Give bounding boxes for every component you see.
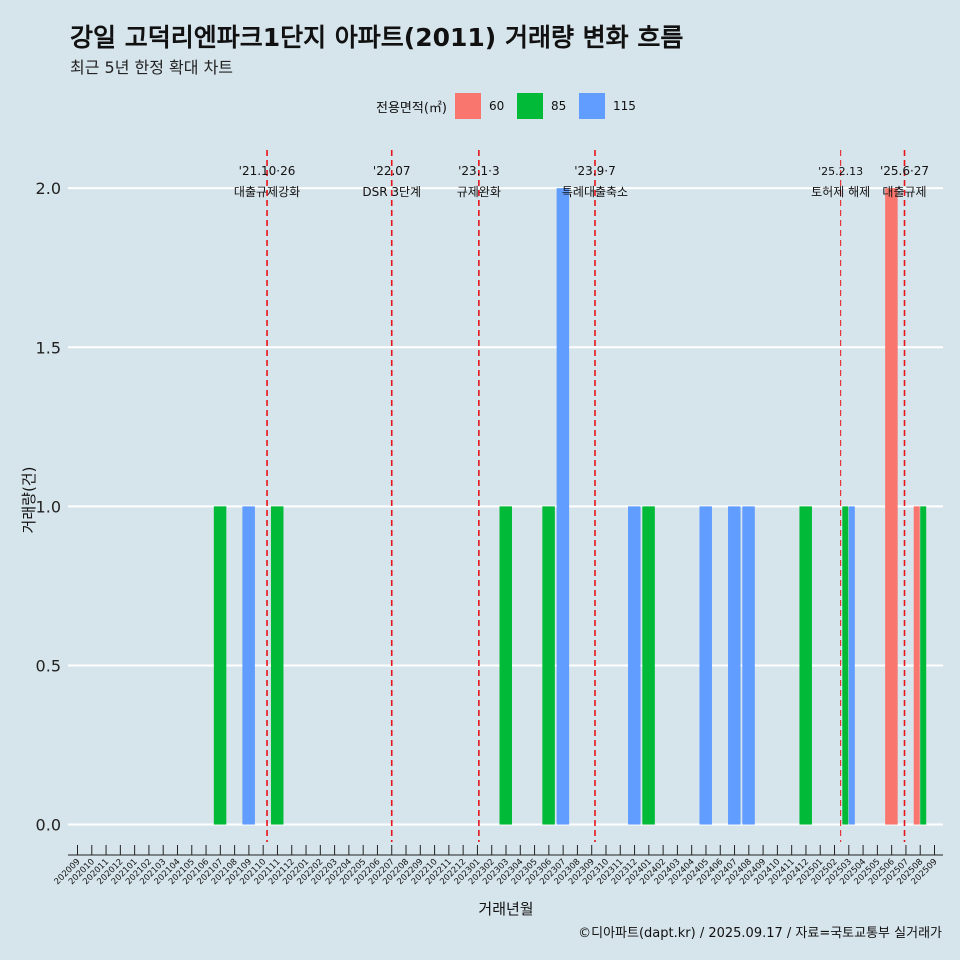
- legend-key-115: [578, 93, 605, 119]
- chart-subtitle: 최근 5년 한정 확대 차트: [70, 58, 234, 77]
- event-name-label: 대출규제: [882, 185, 926, 199]
- legend-label-115: 115: [612, 99, 636, 113]
- event-name-label: 토허제 해제: [811, 185, 870, 199]
- y-axis-title: 거래량(건): [20, 467, 38, 534]
- bar-85-202503: [842, 506, 849, 825]
- chart-title: 강일 고덕리엔파크1단지 아파트(2011) 거래량 변화 흐름: [70, 23, 684, 52]
- event-name-label: DSR 3단계: [362, 185, 421, 199]
- bar-115-202405: [699, 506, 712, 825]
- bar-85-202401: [642, 506, 655, 825]
- event-name-label: 대출규제강화: [234, 185, 300, 199]
- bar-115-202503: [848, 506, 855, 825]
- y-tick-label: 0.5: [36, 656, 61, 675]
- event-date-label: '23.1·3: [458, 164, 499, 178]
- x-axis-title: 거래년월: [478, 900, 533, 918]
- event-name-label: 규제완화: [457, 185, 501, 199]
- bar-85-202508: [920, 506, 927, 825]
- bar-85-202412: [799, 506, 812, 825]
- bar-115-202408: [742, 506, 755, 825]
- event-date-label: '21.10·26: [239, 164, 296, 178]
- event-date-label: '22.07: [373, 164, 411, 178]
- legend: 전용면적(㎡) 60 85 115: [376, 93, 644, 119]
- bar-60-202508: [913, 506, 920, 825]
- bar-115-202312: [628, 506, 641, 825]
- y-tick-label: 1.0: [36, 497, 61, 516]
- bar-115-202109: [242, 506, 255, 825]
- event-date-label: '25.2.13: [818, 165, 863, 178]
- y-tick-label: 1.5: [36, 338, 61, 357]
- y-tick-label: 0.0: [36, 816, 61, 835]
- event-date-label: '23.9·7: [574, 164, 615, 178]
- bar-115-202307: [556, 188, 570, 825]
- legend-key-60: [454, 93, 481, 119]
- bar-85-202306: [542, 506, 555, 825]
- legend-key-85: [516, 93, 543, 119]
- bar-85-202107: [213, 506, 227, 825]
- event-name-label: 특례대출축소: [562, 185, 628, 199]
- legend-label-60: 60: [488, 99, 505, 113]
- legend-title: 전용면적(㎡): [376, 100, 447, 116]
- y-tick-label: 2.0: [36, 179, 61, 198]
- bar-85-202111: [270, 506, 284, 825]
- legend-label-85: 85: [550, 99, 567, 113]
- event-date-label: '25.6·27: [880, 164, 929, 178]
- bar-60-202506: [885, 188, 898, 825]
- bar-115-202407: [728, 506, 741, 825]
- bar-85-202303: [499, 506, 512, 825]
- caption: ©디아파트(dapt.kr) / 2025.09.17 / 자료=국토교통부 실…: [578, 926, 942, 941]
